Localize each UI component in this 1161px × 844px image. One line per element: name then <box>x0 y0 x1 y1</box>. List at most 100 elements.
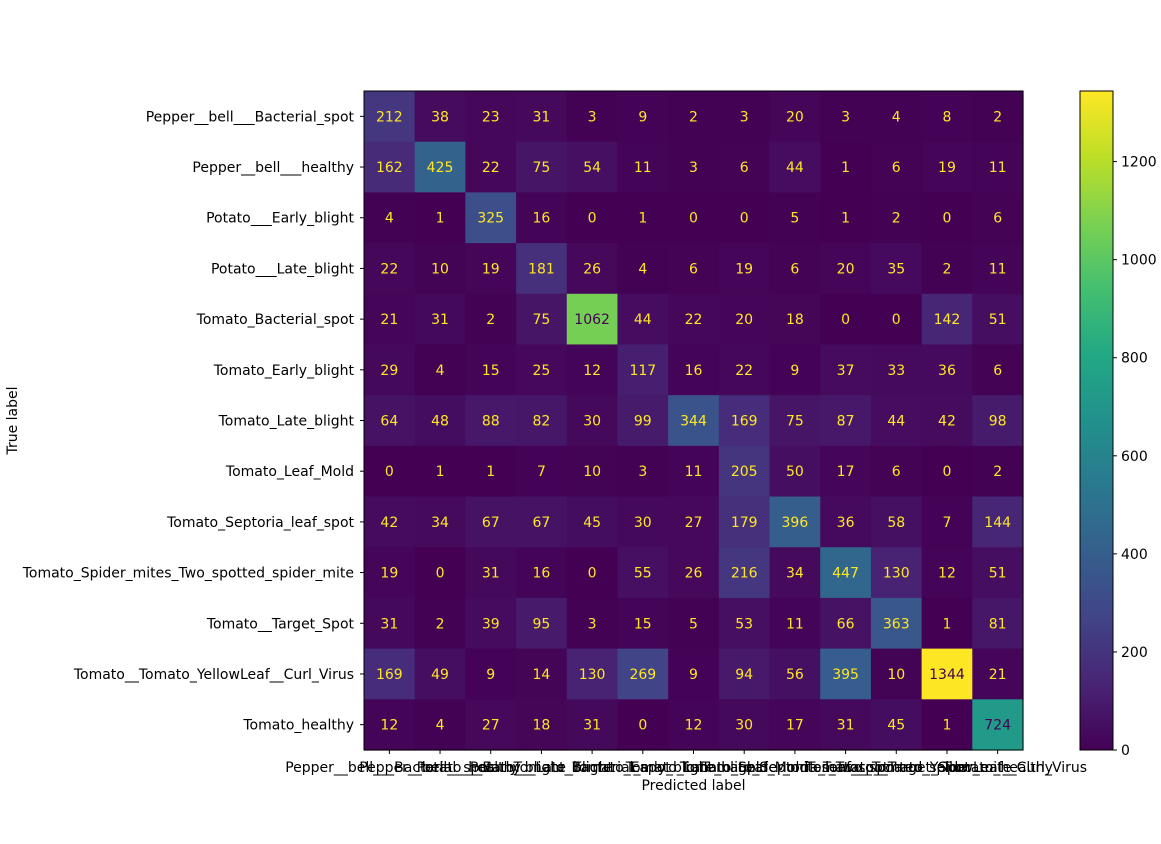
heatmap-cell <box>617 243 669 295</box>
cell-value-label: 44 <box>887 414 905 430</box>
cell-value-label: 81 <box>989 616 1007 632</box>
heatmap-cell <box>465 192 517 244</box>
x-tick-label: Tomato_Early_blight <box>572 760 714 776</box>
heatmap-cell <box>972 243 1024 295</box>
heatmap-cell <box>668 192 720 244</box>
heatmap-cell <box>972 141 1024 193</box>
heatmap-cell <box>364 141 416 193</box>
heatmap-cell <box>516 243 568 295</box>
cell-value-label: 425 <box>427 160 454 176</box>
heatmap-cell <box>668 91 720 143</box>
cell-value-label: 6 <box>740 160 749 176</box>
cell-value-label: 18 <box>786 312 804 328</box>
cell-value-label: 56 <box>786 667 804 683</box>
cell-value-label: 15 <box>634 616 652 632</box>
heatmap-cell <box>718 344 771 396</box>
cell-value-label: 12 <box>583 363 601 379</box>
heatmap-cell <box>870 699 923 751</box>
heatmap-cell <box>414 648 466 700</box>
x-axis-label: Predicted label <box>641 778 745 794</box>
heatmap-cell <box>921 445 973 498</box>
heatmap-cell <box>617 445 669 498</box>
y-tick-label: Potato___Late_blight <box>211 261 355 277</box>
cell-value-label: 44 <box>786 160 804 176</box>
heatmap-cell <box>820 91 872 143</box>
heatmap-cell <box>566 597 619 650</box>
cell-value-label: 19 <box>735 261 753 277</box>
cell-value-label: 34 <box>431 515 449 531</box>
cell-value-label: 212 <box>376 109 403 125</box>
heatmap-cell <box>820 496 872 548</box>
cell-value-label: 20 <box>837 261 855 277</box>
heatmap-cell <box>364 699 416 751</box>
cell-value-label: 25 <box>533 363 551 379</box>
heatmap-cell <box>820 648 872 700</box>
heatmap-cell <box>465 243 517 295</box>
heatmap-cell <box>566 344 619 396</box>
heatmap-cell <box>769 91 821 143</box>
cell-value-label: 0 <box>638 718 647 734</box>
heatmap-cell <box>769 445 821 498</box>
x-tick-label: Pepper__bell___healthy <box>359 760 521 776</box>
heatmap-cell <box>414 597 466 650</box>
cell-value-label: 363 <box>883 616 910 632</box>
cell-value-label: 2 <box>993 464 1002 480</box>
cell-value-label: 16 <box>533 566 551 582</box>
x-tick-label: Tomato_Spider_mites_Two_spotted_spider_m… <box>679 760 1011 776</box>
cell-value-label: 8 <box>943 109 952 125</box>
cell-value-label: 34 <box>786 566 804 582</box>
heatmap-cell <box>364 496 416 548</box>
cell-value-label: 23 <box>482 109 500 125</box>
cell-value-label: 7 <box>537 464 546 480</box>
heatmap-cell <box>870 192 923 244</box>
cell-value-label: 1 <box>436 211 445 227</box>
cell-value-label: 10 <box>431 261 449 277</box>
heatmap-cell <box>617 293 669 346</box>
heatmap-cell <box>769 293 821 346</box>
heatmap-cell <box>516 141 568 193</box>
heatmap-cell <box>566 91 619 143</box>
heatmap-cell <box>516 597 568 650</box>
x-tick-label: Potato___Early_blight <box>417 760 565 776</box>
colorbar-tick-label: 0 <box>1121 743 1130 759</box>
cell-value-label: 58 <box>887 515 905 531</box>
heatmap-cell <box>972 597 1024 650</box>
cell-value-label: 724 <box>984 718 1011 734</box>
cell-value-label: 82 <box>533 414 551 430</box>
heatmap-cell <box>364 91 416 143</box>
cell-value-label: 0 <box>841 312 850 328</box>
heatmap-cell <box>769 648 821 700</box>
cell-value-label: 3 <box>588 616 597 632</box>
x-tick-label: Tomato__Tomato_YellowLeaf__Curl_Virus <box>806 760 1087 776</box>
x-tick-label: Potato___Late_blight <box>470 760 614 776</box>
cell-value-label: 54 <box>583 160 601 176</box>
cell-value-label: 0 <box>588 566 597 582</box>
heatmap-cell <box>617 395 669 447</box>
cell-value-label: 144 <box>984 515 1011 531</box>
cell-value-label: 14 <box>533 667 551 683</box>
heatmap-cell <box>364 192 416 244</box>
heatmap-cell <box>718 597 771 650</box>
heatmap-cell <box>414 293 466 346</box>
heatmap-cell <box>870 445 923 498</box>
cell-value-label: 87 <box>837 414 855 430</box>
heatmap-cell <box>921 699 973 751</box>
cell-value-label: 67 <box>533 515 551 531</box>
heatmap-cell <box>668 344 720 396</box>
cell-value-label: 2 <box>436 616 445 632</box>
heatmap-cell <box>972 395 1024 447</box>
x-tick-label: Tomato_healthy <box>941 760 1053 776</box>
cell-value-label: 0 <box>943 211 952 227</box>
heatmap-cell <box>364 344 416 396</box>
heatmap-cell <box>566 445 619 498</box>
heatmap-cell <box>921 648 973 700</box>
cell-value-label: 11 <box>634 160 652 176</box>
cell-value-label: 0 <box>892 312 901 328</box>
heatmap-cell <box>769 395 821 447</box>
cell-value-label: 44 <box>634 312 652 328</box>
heatmap-cell <box>921 496 973 548</box>
heatmap-cell <box>820 243 872 295</box>
cell-value-label: 117 <box>629 363 656 379</box>
heatmap-cell <box>617 547 669 599</box>
